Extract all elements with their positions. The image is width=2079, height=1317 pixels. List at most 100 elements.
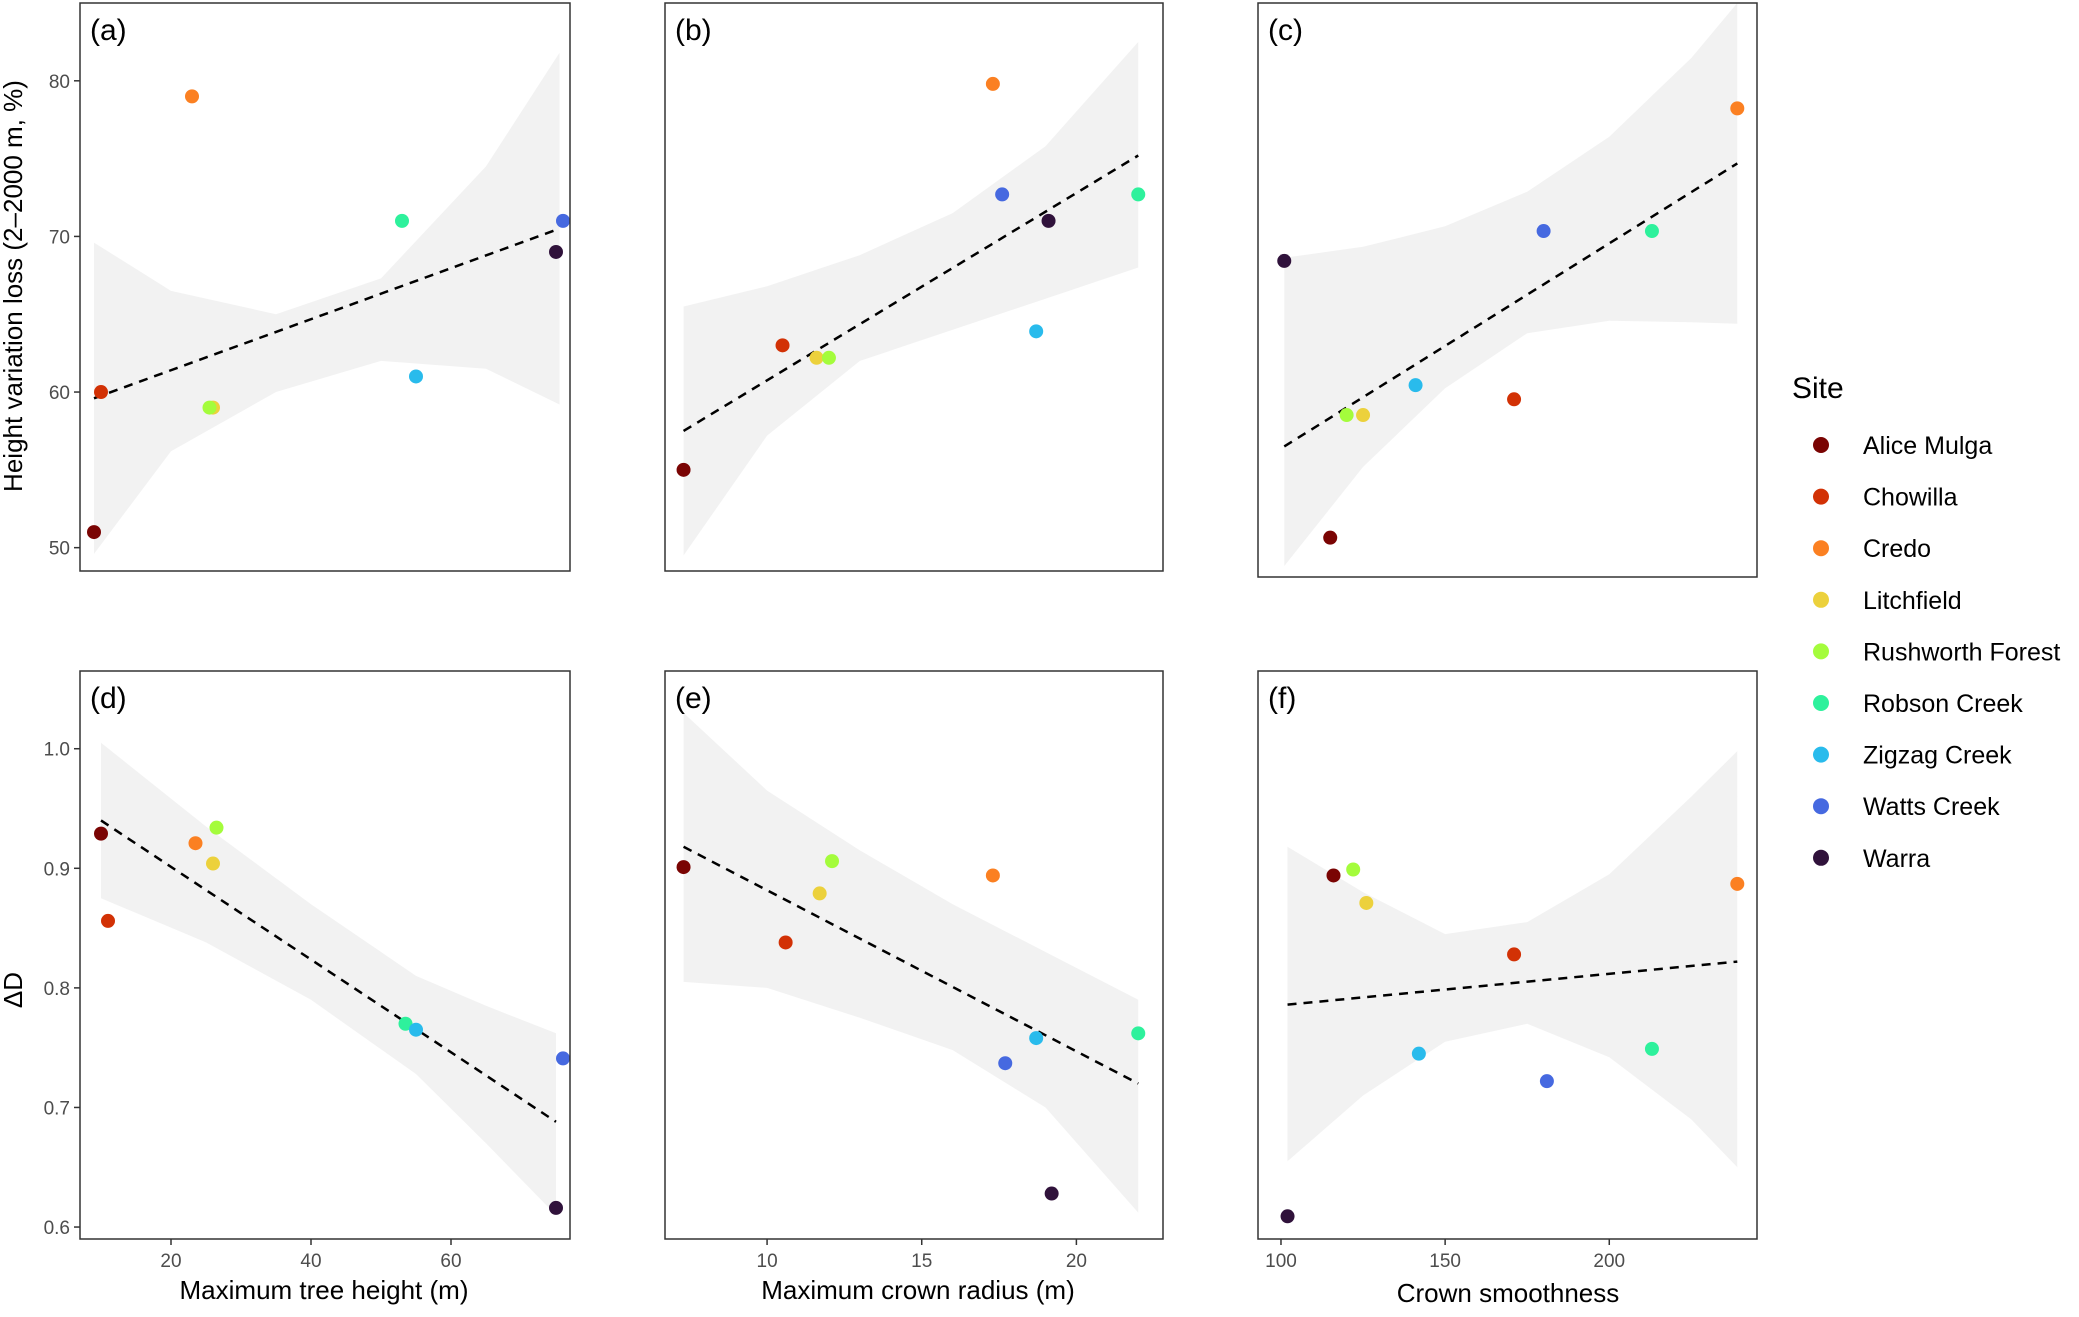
point-credo [985, 76, 1000, 91]
point-robson-creek [398, 1016, 413, 1031]
y-tick-label: 50 [49, 539, 70, 560]
legend-label-warra: Warra [1863, 845, 1930, 873]
point-warra [1277, 253, 1292, 268]
point-credo [1730, 876, 1745, 891]
y-axis-title-bottom: ΔD [0, 972, 28, 1008]
trend-line [682, 845, 1139, 1085]
point-watts-creek [556, 1051, 570, 1066]
legend-swatch-watts-creek [1813, 798, 1829, 815]
point-robson-creek [1131, 187, 1146, 202]
point-zigzag-creek [409, 369, 423, 384]
panel-label: (a) [90, 14, 127, 47]
point-litchfield [809, 350, 824, 365]
x-tick-label: 20 [160, 1251, 181, 1272]
point-litchfield [1356, 408, 1371, 423]
point-rushworth-forest [1339, 408, 1354, 423]
panel-a: (a) 50 60 70 80 [49, 2, 571, 572]
legend-label-watts-creek: Watts Creek [1863, 793, 2000, 821]
y-tick-label: 0.9 [44, 859, 70, 880]
y-tick-label: 0.6 [44, 1218, 70, 1239]
confidence-band [94, 52, 560, 554]
point-robson-creek [1644, 1041, 1659, 1056]
legend-swatch-zigzag-creek [1813, 746, 1829, 763]
legend-label-credo: Credo [1863, 535, 1931, 563]
point-warra [1044, 1186, 1059, 1201]
y-axis-title-top: Height variation loss (2–2000 m, %) [0, 80, 28, 492]
point-robson-creek [1644, 224, 1659, 239]
panel-label: (b) [675, 14, 712, 47]
point-zigzag-creek [1411, 1046, 1426, 1061]
y-tick-label: 1.0 [44, 740, 70, 761]
point-alice-mulga [676, 462, 691, 477]
point-rushworth-forest [821, 350, 836, 365]
y-tick-label: 0.7 [44, 1098, 70, 1119]
legend-title: Site [1792, 372, 1844, 405]
x-axis-title-f: Crown smoothness [1397, 1278, 1620, 1308]
point-warra [549, 1200, 563, 1215]
point-alice-mulga [1323, 530, 1338, 545]
panel-frame [79, 670, 571, 1240]
y-tick-label: 70 [49, 227, 70, 248]
panel-frame [1257, 670, 1758, 1240]
legend-swatch-warra [1813, 849, 1829, 866]
panel-c: (c) [1257, 2, 1758, 578]
point-chowilla [775, 338, 790, 353]
x-tick-label: 20 [1066, 1251, 1087, 1272]
confidence-band [683, 712, 1139, 1213]
point-robson-creek [1131, 1026, 1146, 1041]
point-alice-mulga [676, 860, 691, 875]
x-tick-label: 150 [1429, 1251, 1461, 1272]
point-watts-creek [1539, 1074, 1554, 1089]
point-warra [1280, 1209, 1295, 1224]
legend: Site Alice Mulga Chowilla Credo Litchfield R… [1792, 372, 2060, 873]
point-watts-creek [1536, 224, 1551, 239]
point-watts-creek [995, 187, 1010, 202]
x-tick-label: 10 [757, 1251, 778, 1272]
legend-swatch-rushworth-forest [1813, 643, 1829, 660]
point-zigzag-creek [1408, 378, 1423, 393]
legend-swatch-robson-creek [1813, 695, 1829, 711]
x-tick-label: 200 [1593, 1251, 1625, 1272]
panel-label: (d) [90, 682, 127, 715]
legend-label-rushworth-forest: Rushworth Forest [1863, 638, 2060, 666]
legend-swatch-chowilla [1813, 488, 1829, 505]
point-warra [549, 244, 563, 259]
panel-frame [1257, 2, 1758, 578]
legend-label-robson-creek: Robson Creek [1863, 690, 2023, 718]
x-tick-label: 15 [911, 1251, 932, 1272]
panel-e: (e) 10 15 20 [664, 670, 1164, 1272]
confidence-band [683, 41, 1139, 556]
legend-label-chowilla: Chowilla [1863, 484, 1958, 512]
legend-swatch-credo [1813, 540, 1829, 557]
point-warra [1041, 213, 1056, 228]
x-tick-label: 60 [440, 1251, 461, 1272]
legend-label-litchfield: Litchfield [1863, 587, 1962, 615]
confidence-band [101, 742, 556, 1216]
point-rushworth-forest [825, 854, 840, 869]
point-zigzag-creek [1029, 324, 1044, 339]
point-credo [1730, 101, 1745, 116]
point-litchfield [1359, 895, 1374, 910]
panel-label: (e) [675, 682, 712, 715]
panel-f: (f) 100 150 200 [1257, 670, 1758, 1272]
panel-d: (d) 0.6 0.7 0.8 0.9 1.0 20 40 60 [44, 670, 571, 1272]
point-chowilla [1507, 947, 1522, 962]
point-chowilla [94, 385, 108, 400]
point-watts-creek [556, 213, 570, 228]
y-tick-label: 80 [49, 72, 70, 93]
point-credo [188, 836, 203, 851]
trend-line [682, 154, 1139, 433]
legend-label-alice-mulga: Alice Mulga [1863, 432, 1992, 460]
panel-label: (f) [1268, 682, 1296, 715]
x-tick-label: 40 [300, 1251, 321, 1272]
confidence-band [1284, 3, 1738, 566]
point-watts-creek [998, 1056, 1013, 1071]
panel-label: (c) [1268, 14, 1303, 47]
legend-label-zigzag-creek: Zigzag Creek [1863, 742, 2012, 770]
point-credo [985, 868, 1000, 883]
point-alice-mulga [87, 525, 101, 540]
legend-swatch-litchfield [1813, 591, 1829, 608]
point-litchfield [206, 856, 220, 871]
trend-line [1287, 960, 1738, 1006]
